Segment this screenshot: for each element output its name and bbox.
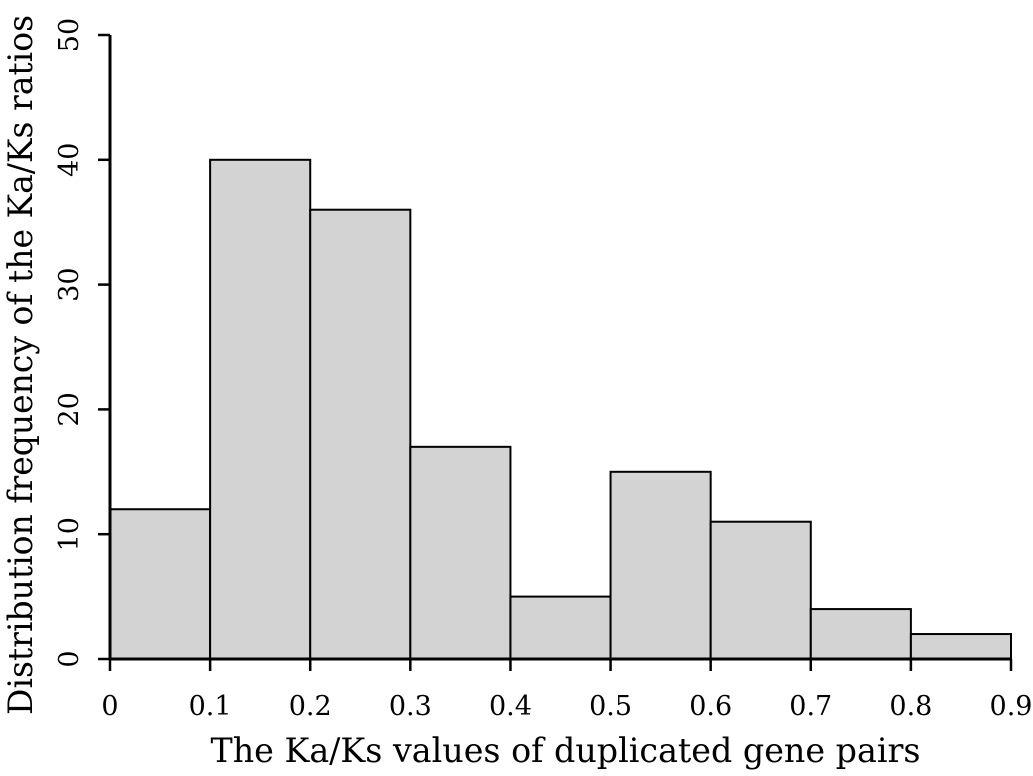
y-axis-title: Distribution frequency of the Ka/Ks rati… <box>1 15 41 715</box>
x-tick-label: 0.6 <box>689 691 732 722</box>
y-tick-label: 40 <box>54 143 85 177</box>
x-tick-label: 0.9 <box>990 691 1033 722</box>
bars-group <box>109 158 1013 661</box>
y-tick-label: 30 <box>54 267 85 301</box>
x-tick-label: 0 <box>101 691 118 722</box>
y-ticks-group: 0 10 20 30 40 50 <box>54 18 110 668</box>
histogram-bar <box>509 595 612 660</box>
histogram-bar <box>909 633 1013 660</box>
y-tick-label: 10 <box>54 517 85 551</box>
histogram-bar <box>209 158 312 661</box>
x-tick-label: 0.3 <box>389 691 432 722</box>
histogram-bar <box>709 520 812 660</box>
histogram-bar <box>309 208 412 660</box>
y-tick-label: 0 <box>54 650 85 667</box>
x-tick-label: 0.5 <box>589 691 632 722</box>
y-tick-label: 50 <box>54 18 85 52</box>
x-tick-label: 0.2 <box>289 691 332 722</box>
histogram-bar <box>609 470 712 660</box>
x-tick-label: 0.8 <box>889 691 932 722</box>
x-ticks-group: 0 0.1 0.2 0.3 0.4 0.5 0.6 0.7 0.8 0.9 <box>101 659 1032 722</box>
y-tick-label: 20 <box>54 392 85 426</box>
histogram-bar <box>809 608 912 661</box>
histogram-bar <box>109 508 212 660</box>
x-tick-label: 0.1 <box>189 691 232 722</box>
x-tick-label: 0.7 <box>789 691 832 722</box>
histogram-bar <box>409 445 512 660</box>
x-axis-title: The Ka/Ks values of duplicated gene pair… <box>211 731 921 771</box>
x-tick-label: 0.4 <box>489 691 532 722</box>
